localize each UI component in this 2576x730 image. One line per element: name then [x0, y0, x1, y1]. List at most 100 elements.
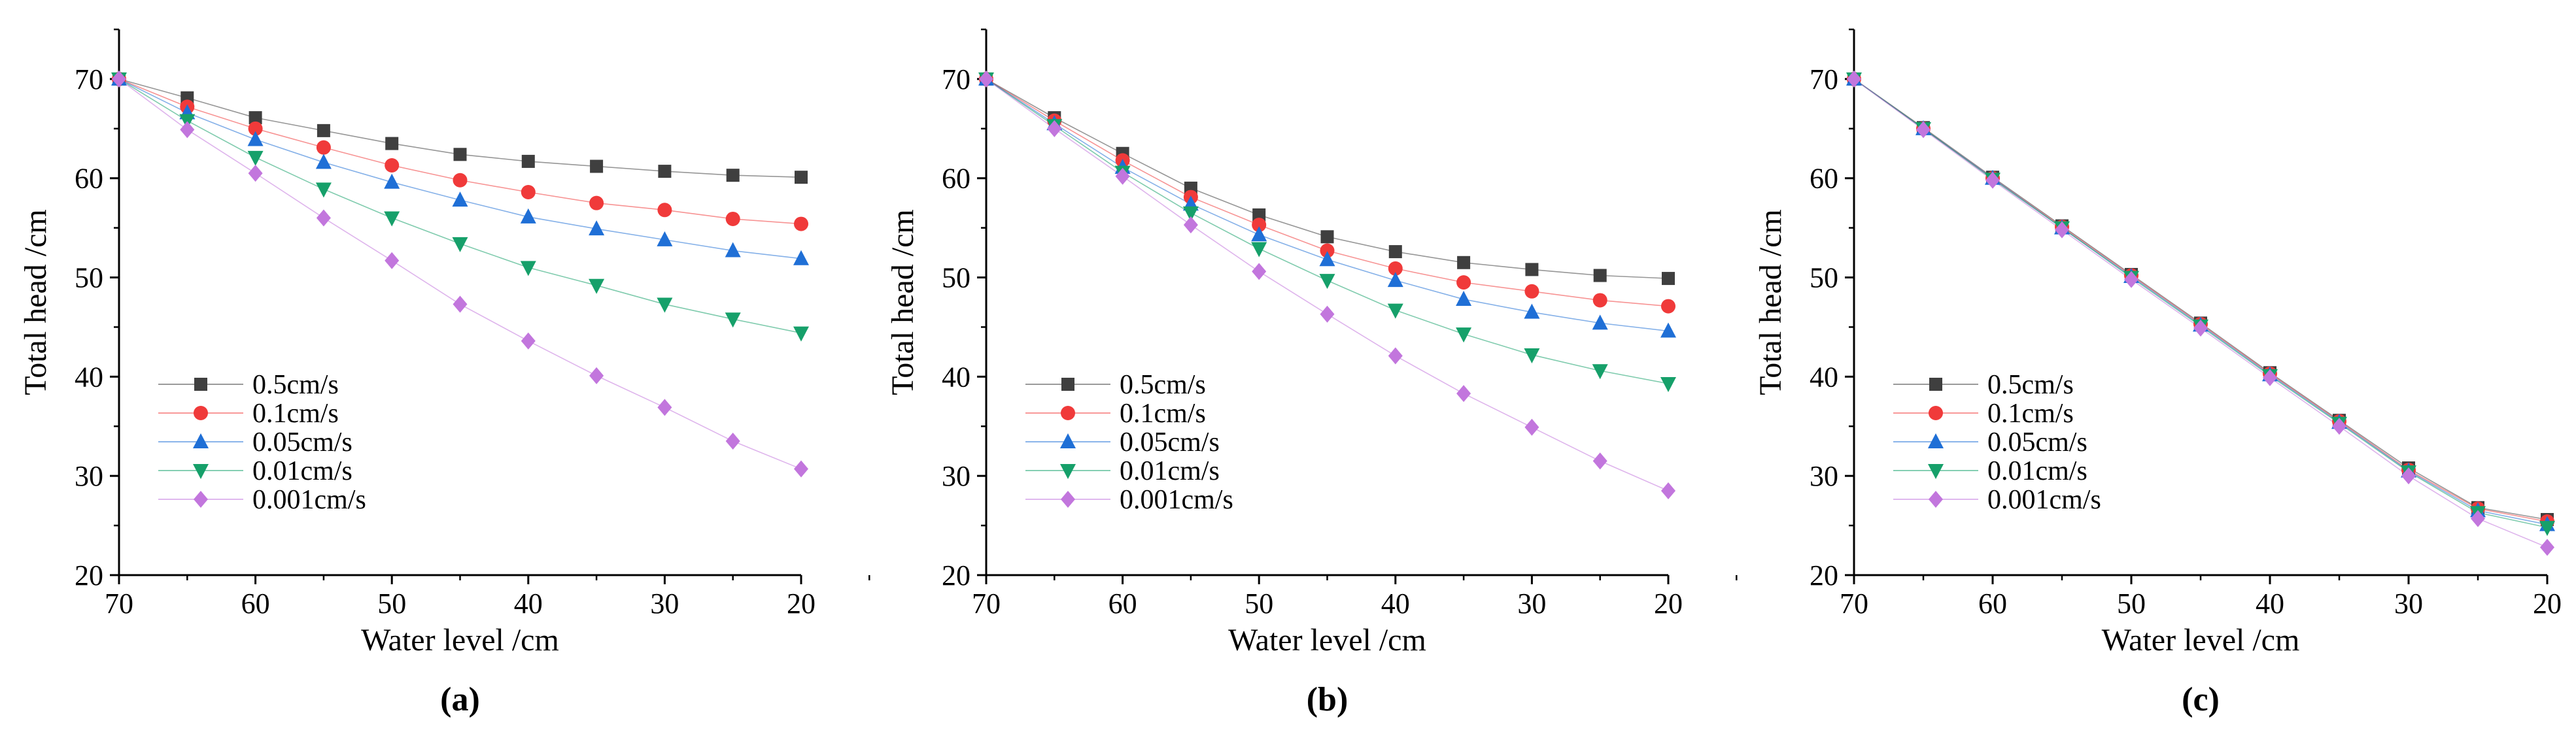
data-point: [726, 169, 740, 182]
legend-label: 0.5cm/s: [252, 370, 339, 400]
legend-label: 0.01cm/s: [1120, 456, 1220, 486]
data-point: [725, 211, 740, 226]
y-tick-label: 40: [942, 361, 970, 393]
legend: 0.5cm/s0.1cm/s0.05cm/s0.01cm/s0.001cm/s: [158, 370, 366, 515]
data-point: [589, 367, 604, 384]
data-point: [793, 250, 809, 265]
chart-panel-1: 20 30 40 50 60 70 70 60 50 40 30 20 Water level /cm T…: [18, 28, 870, 718]
series-line-1: [1853, 78, 2548, 520]
y-tick-label: 70: [1810, 63, 1838, 95]
series-line-1: [118, 78, 802, 178]
series-markers-5: [1847, 70, 2554, 556]
data-point: [725, 242, 741, 257]
data-point: [2124, 271, 2138, 288]
data-point: [1660, 322, 1676, 338]
data-point: [315, 154, 332, 169]
legend-marker: [1060, 464, 1076, 479]
data-point: [1456, 327, 1472, 343]
data-point: [1592, 364, 1608, 380]
data-point: [2401, 467, 2416, 485]
data-point: [1660, 376, 1676, 392]
legend-label: 0.05cm/s: [1987, 427, 2087, 457]
data-point: [794, 216, 808, 231]
legend-label: 0.01cm/s: [1987, 456, 2087, 486]
data-point: [1593, 269, 1607, 282]
legend-marker: [1060, 433, 1076, 448]
data-point: [793, 326, 809, 342]
x-tick-label: 20: [787, 588, 816, 620]
data-point: [521, 154, 535, 168]
series-markers-2: [1847, 71, 2554, 529]
x-tick-label: 60: [1978, 588, 2007, 620]
legend-label: 0.05cm/s: [252, 427, 352, 457]
series-markers-1: [112, 72, 808, 184]
data-point: [795, 171, 808, 184]
data-point: [1252, 218, 1267, 233]
y-tick-label: 50: [75, 262, 103, 294]
data-point: [1661, 482, 1675, 499]
legend-label: 0.05cm/s: [1120, 427, 1220, 457]
y-tick-label: 30: [942, 460, 970, 492]
legend-item: 0.05cm/s: [158, 427, 352, 457]
legend-marker: [1061, 491, 1075, 508]
y-tick-label: 70: [942, 63, 970, 95]
data-point: [1388, 347, 1403, 365]
data-point: [2193, 319, 2208, 337]
data-point: [1592, 293, 1607, 308]
data-point: [657, 203, 672, 218]
legend-label: 0.1cm/s: [1987, 399, 2074, 429]
legend-item: 0.5cm/s: [158, 370, 339, 400]
data-point: [979, 70, 993, 88]
data-point: [315, 182, 332, 198]
data-point: [657, 297, 673, 313]
data-point: [1251, 242, 1267, 257]
data-point: [385, 158, 400, 173]
y-axis-label: Total head /cm: [885, 209, 920, 395]
legend-item: 0.1cm/s: [1025, 399, 1206, 429]
x-tick-label: 30: [2394, 588, 2423, 620]
legend-label: 0.1cm/s: [252, 399, 339, 429]
data-point: [1047, 120, 1062, 137]
data-point: [2540, 539, 2554, 556]
data-point: [452, 237, 468, 252]
y-tick-label: 20: [1810, 559, 1838, 591]
legend-item: 0.01cm/s: [1893, 456, 2087, 486]
data-point: [1251, 226, 1267, 242]
y-tick-label: 40: [1810, 361, 1838, 393]
series-markers-1: [1847, 72, 2554, 526]
series-markers-3: [111, 70, 809, 265]
legend-item: 0.5cm/s: [1025, 370, 1206, 400]
data-point: [1524, 348, 1540, 363]
x-tick-label: 70: [1840, 588, 1868, 620]
x-tick-label: 50: [1245, 588, 1273, 620]
data-point: [384, 173, 400, 189]
data-point: [1847, 70, 1861, 88]
legend-item: 0.001cm/s: [1025, 485, 1233, 515]
y-tick-label: 70: [75, 63, 103, 95]
series-markers-3: [978, 70, 1676, 338]
data-point: [247, 150, 264, 166]
legend-item: 0.01cm/s: [1025, 456, 1220, 486]
data-point: [248, 121, 263, 136]
series-markers-3: [1846, 70, 2555, 531]
series-markers-4: [1846, 72, 2555, 537]
data-point: [248, 165, 263, 182]
legend-item: 0.5cm/s: [1893, 370, 2074, 400]
data-point: [1524, 303, 1540, 319]
legend-marker: [193, 464, 209, 479]
data-point: [1387, 303, 1403, 319]
legend-label: 0.001cm/s: [1120, 485, 1233, 515]
legend-marker: [1061, 378, 1074, 391]
y-tick-label: 50: [1810, 262, 1838, 294]
data-point: [385, 137, 399, 150]
data-point: [1320, 305, 1335, 323]
x-tick-label: 40: [2256, 588, 2284, 620]
y-tick-label: 40: [75, 361, 103, 393]
legend-item: 0.001cm/s: [1893, 485, 2101, 515]
x-tick-label: 60: [1108, 588, 1137, 620]
data-point: [725, 312, 741, 328]
legend-marker: [193, 433, 209, 448]
data-point: [590, 159, 604, 173]
data-point: [1916, 121, 1931, 139]
legend-marker: [194, 491, 208, 508]
